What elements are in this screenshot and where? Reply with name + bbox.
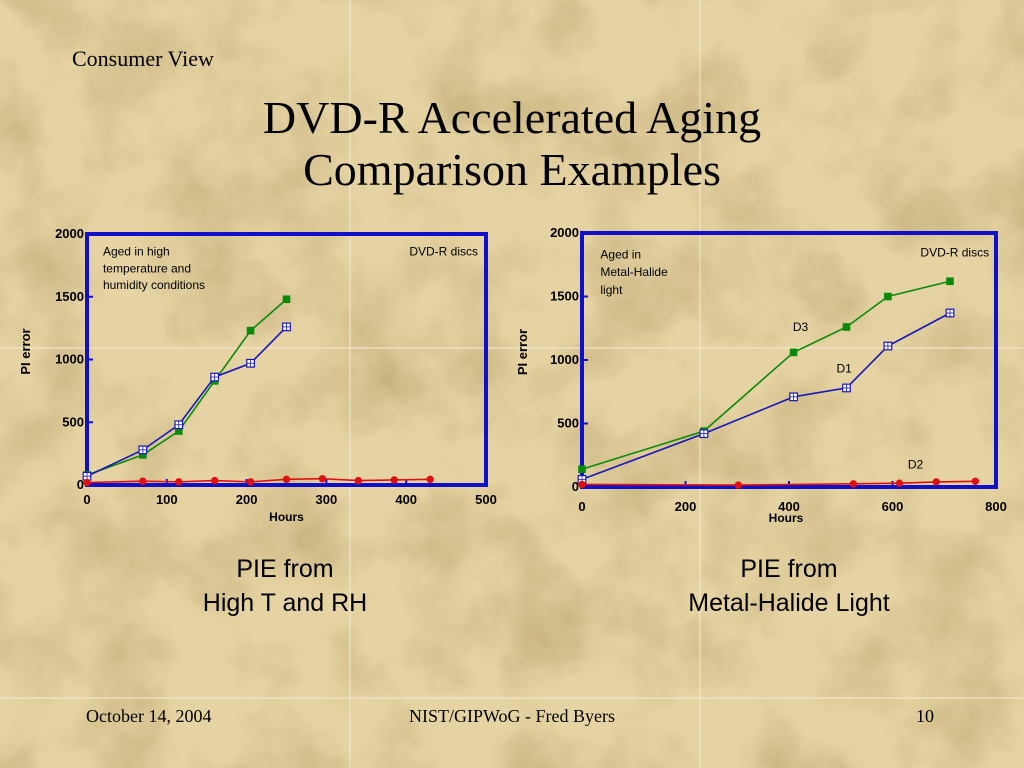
series-line-series-3 xyxy=(86,477,431,484)
data-point xyxy=(789,392,798,402)
chart-annotation: D2 xyxy=(908,458,924,472)
data-point xyxy=(318,475,327,483)
data-point xyxy=(354,476,363,485)
data-point xyxy=(734,481,743,489)
y-tick-label: 2000 xyxy=(550,225,579,240)
data-point xyxy=(174,420,184,430)
chart-annotation: DVD-R discs xyxy=(409,244,478,258)
data-point xyxy=(282,322,291,332)
data-point xyxy=(210,372,220,382)
data-point xyxy=(210,476,219,485)
y-tick-label: 1500 xyxy=(55,289,84,304)
x-tick-label: 500 xyxy=(475,492,497,507)
chart-annotation: Metal-Halide xyxy=(600,265,668,279)
x-tick-label: 400 xyxy=(395,492,417,507)
series-line-d3 xyxy=(581,280,951,470)
chart-annotation: Aged in xyxy=(600,247,641,261)
y-tick-label: 1000 xyxy=(550,352,579,367)
series-line-d1 xyxy=(581,312,951,481)
y-tick-label: 1000 xyxy=(55,352,84,367)
data-point xyxy=(282,475,291,484)
footer-page-number: 10 xyxy=(916,706,934,726)
data-point xyxy=(883,341,893,351)
data-point xyxy=(699,429,709,439)
caption-right-line-1: PIE from xyxy=(740,555,838,583)
caption-right-line-2: Metal-Halide Light xyxy=(688,589,890,617)
chart-annotation: D1 xyxy=(837,362,853,376)
x-tick-label: 300 xyxy=(316,492,338,507)
data-point xyxy=(174,427,183,435)
data-point xyxy=(246,478,255,486)
data-point xyxy=(971,477,979,485)
y-tick-label: 500 xyxy=(557,416,579,431)
x-tick-label: 100 xyxy=(156,492,178,507)
data-point xyxy=(884,292,892,301)
y-tick-label: 0 xyxy=(77,477,84,492)
data-point xyxy=(175,478,183,486)
data-point xyxy=(390,476,398,484)
x-axis-title: Hours xyxy=(269,510,304,524)
chart-annotation: DVD-R discs xyxy=(920,245,989,259)
data-point xyxy=(282,295,291,304)
data-point xyxy=(577,474,587,484)
y-tick-label: 1500 xyxy=(550,289,579,304)
x-tick-label: 400 xyxy=(778,499,800,514)
data-point xyxy=(789,348,798,357)
data-point xyxy=(246,326,255,335)
chart-annotation: temperature and xyxy=(103,261,191,275)
data-point xyxy=(945,308,955,318)
x-tick-label: 200 xyxy=(236,492,258,507)
x-tick-label: 0 xyxy=(578,499,585,514)
data-point xyxy=(578,465,586,474)
data-point xyxy=(246,358,255,368)
chart-annotation: humidity conditions xyxy=(103,278,205,292)
x-axis-title: Hours xyxy=(769,511,804,525)
x-tick-label: 0 xyxy=(83,492,90,507)
caption-left-line-2: High T and RH xyxy=(202,589,368,617)
data-point xyxy=(426,475,434,484)
data-point xyxy=(578,480,586,489)
y-axis-title: PI error xyxy=(515,329,530,375)
slide-title: DVD-R Accelerated Aging Comparison Examp… xyxy=(0,92,1024,196)
y-tick-label: 0 xyxy=(572,479,579,494)
series-line-series-2 xyxy=(86,326,288,477)
y-axis-title: PI error xyxy=(18,328,33,374)
data-point xyxy=(842,383,851,393)
caption-high-temp: PIE from High T and RH xyxy=(130,552,440,620)
y-tick-label: 2000 xyxy=(55,226,84,241)
title-line-2: Comparison Examples xyxy=(303,144,721,195)
chart-annotation: Aged in high xyxy=(103,244,170,258)
data-point xyxy=(932,478,940,486)
data-point xyxy=(138,445,148,455)
footer-author: NIST/GIPWoG - Fred Byers xyxy=(408,706,616,726)
title-line-1: DVD-R Accelerated Aging xyxy=(262,92,762,143)
data-point xyxy=(83,478,91,487)
y-tick-label: 500 xyxy=(62,414,84,429)
series-line-d2 xyxy=(581,480,976,486)
x-tick-label: 200 xyxy=(675,499,697,514)
x-tick-label: 800 xyxy=(985,499,1007,514)
data-point xyxy=(139,477,147,485)
corner-label: Consumer View xyxy=(72,46,214,71)
caption-left-line-1: PIE from xyxy=(236,555,334,583)
data-point xyxy=(842,323,851,331)
data-point xyxy=(849,480,858,488)
data-point xyxy=(139,451,147,459)
footer-date: October 14, 2004 xyxy=(86,706,212,726)
data-point xyxy=(946,277,954,286)
data-point xyxy=(895,479,904,487)
x-tick-label: 600 xyxy=(882,499,904,514)
chart-annotation: light xyxy=(600,283,623,297)
series-line-series-1 xyxy=(86,298,288,476)
caption-metal-halide: PIE from Metal-Halide Light xyxy=(634,552,944,620)
chart-annotation: D3 xyxy=(793,320,809,334)
